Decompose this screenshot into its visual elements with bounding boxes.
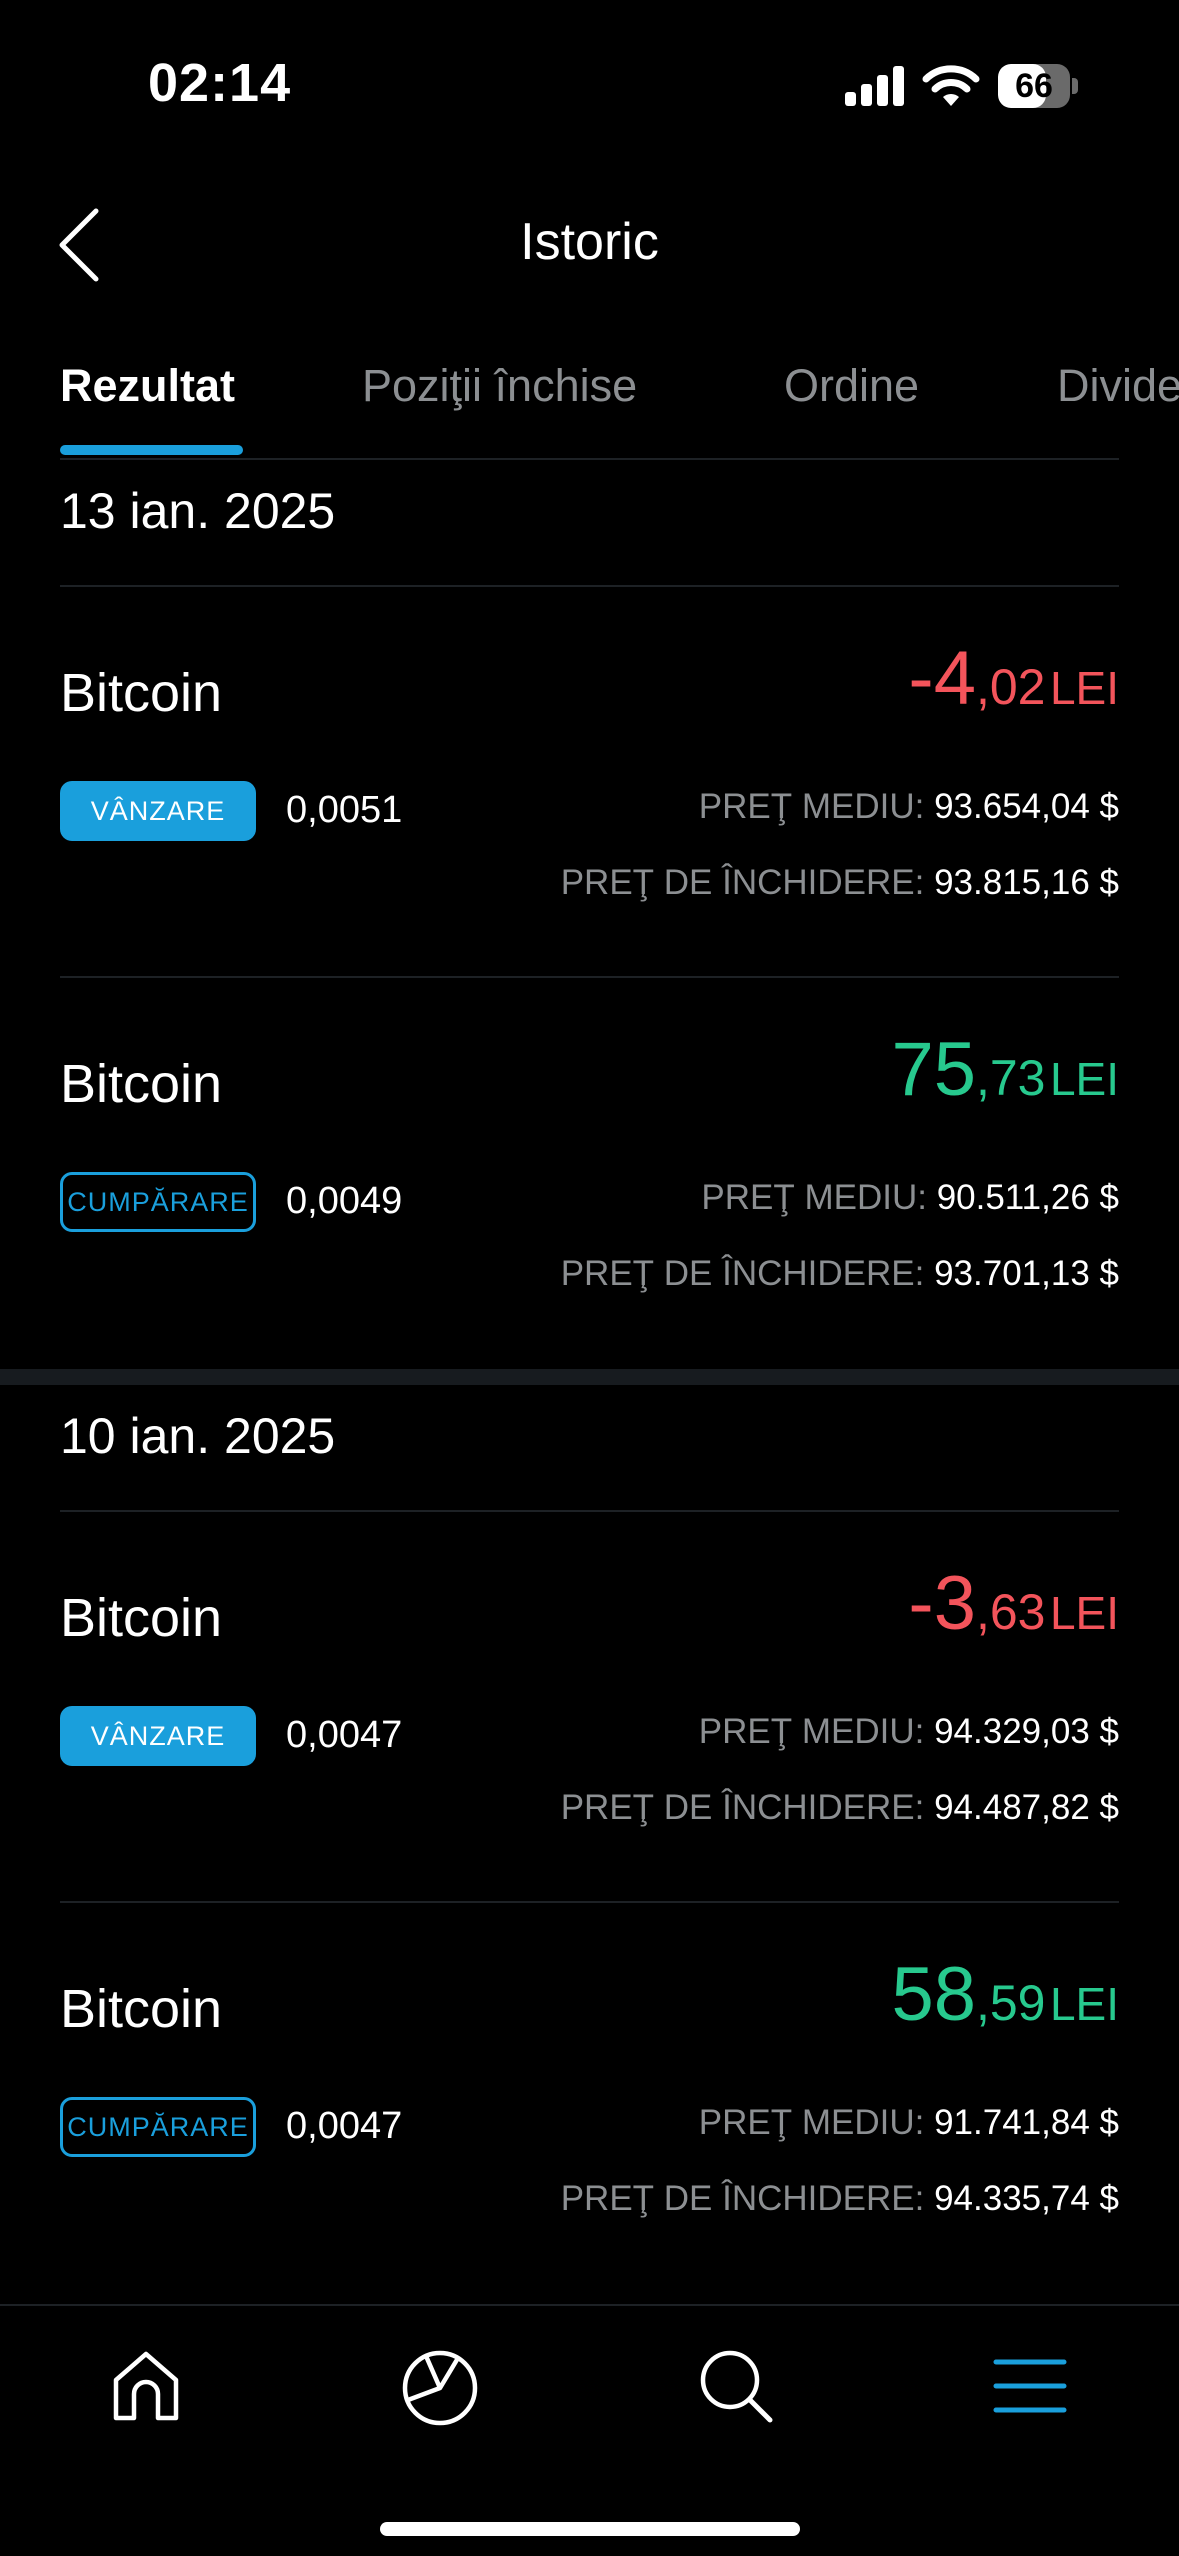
wifi-icon [922, 65, 980, 106]
avg-price-row: PREŢ MEDIU: 90.511,26 $ [701, 1178, 1119, 1218]
avg-price-value: 91.741,84 $ [934, 2103, 1119, 2142]
sell-badge: VÂNZARE [60, 781, 256, 841]
tab-ordine[interactable]: Ordine [784, 360, 920, 411]
home-indicator [380, 2522, 800, 2536]
close-price-label: PREŢ DE ÎNCHIDERE: [560, 863, 925, 902]
section-date: 10 ian. 2025 [60, 1408, 336, 1464]
header: Istoric [0, 170, 1179, 315]
transaction-row[interactable]: Bitcoin 75,73 LEI CUMPĂRARE 0,0049 PREŢ … [0, 978, 1179, 1369]
active-tab-indicator [60, 445, 243, 455]
amount-integer: -3 [908, 1561, 976, 1646]
avg-price-row: PREŢ MEDIU: 93.654,04 $ [699, 787, 1119, 827]
asset-name: Bitcoin [60, 1979, 223, 2039]
asset-name: Bitcoin [60, 1588, 223, 1648]
close-price-value: 93.815,16 $ [934, 863, 1119, 902]
close-price-value: 94.335,74 $ [934, 2179, 1119, 2218]
page-title: Istoric [520, 213, 659, 271]
close-price-row: PREŢ DE ÎNCHIDERE: 94.487,82 $ [561, 1788, 1119, 1828]
section-separator [0, 1369, 1179, 1385]
transaction-row[interactable]: Bitcoin -3,63 LEI VÂNZARE 0,0047 PREŢ ME… [0, 1512, 1179, 1903]
amount-integer: -4 [908, 636, 976, 721]
transaction-row[interactable]: Bitcoin 58,59 LEI CUMPĂRARE 0,0047 PREŢ … [0, 1903, 1179, 2294]
avg-price-value: 94.329,03 $ [934, 1712, 1119, 1751]
bottom-nav [0, 2304, 1179, 2556]
quantity: 0,0049 [286, 1180, 403, 1222]
close-price-label: PREŢ DE ÎNCHIDERE: [560, 2179, 925, 2218]
avg-price-value: 90.511,26 $ [936, 1178, 1119, 1217]
menu-icon[interactable] [990, 2346, 1070, 2426]
portfolio-pie-icon[interactable] [400, 2346, 480, 2426]
tab-rezultat[interactable]: Rezultat [60, 360, 236, 411]
asset-name: Bitcoin [60, 663, 223, 723]
avg-price-row: PREŢ MEDIU: 94.329,03 $ [699, 1712, 1119, 1752]
close-price-row: PREŢ DE ÎNCHIDERE: 94.335,74 $ [561, 2179, 1119, 2219]
home-icon[interactable] [106, 2346, 186, 2426]
profit-loss-amount: -4,02 LEI [908, 635, 1119, 722]
close-price-label: PREŢ DE ÎNCHIDERE: [560, 1254, 925, 1293]
close-price-label: PREŢ DE ÎNCHIDERE: [560, 1788, 925, 1827]
avg-price-label: PREŢ MEDIU: [701, 1178, 927, 1217]
avg-price-label: PREŢ MEDIU: [698, 787, 925, 826]
back-chevron-icon[interactable] [52, 205, 112, 285]
quantity: 0,0047 [286, 1714, 403, 1756]
buy-badge: CUMPĂRARE [60, 1172, 256, 1232]
amount-decimal: ,73 [975, 1050, 1046, 1106]
battery-icon: 66 [998, 64, 1078, 108]
buy-badge: CUMPĂRARE [60, 2097, 256, 2157]
amount-decimal: ,63 [975, 1584, 1046, 1640]
profit-loss-amount: -3,63 LEI [908, 1560, 1119, 1647]
amount-decimal: ,59 [975, 1975, 1046, 2031]
search-icon[interactable] [696, 2346, 776, 2426]
amount-currency: LEI [1049, 1053, 1119, 1105]
profit-loss-amount: 58,59 LEI [891, 1951, 1119, 2038]
close-price-value: 94.487,82 $ [934, 1788, 1119, 1827]
avg-price-row: PREŢ MEDIU: 91.741,84 $ [699, 2103, 1119, 2143]
divider [60, 458, 1119, 460]
profit-loss-amount: 75,73 LEI [891, 1026, 1119, 1113]
tab-bar: Rezultat Poziţii închise Ordine Divide [0, 330, 1179, 460]
quantity: 0,0047 [286, 2105, 403, 2147]
avg-price-label: PREŢ MEDIU: [698, 2103, 925, 2142]
battery-level: 66 [1015, 67, 1053, 105]
tab-pozitii-inchise[interactable]: Poziţii închise [362, 360, 638, 411]
history-list[interactable]: 13 ian. 2025 Bitcoin -4,02 LEI VÂNZARE 0… [0, 460, 1179, 2305]
amount-currency: LEI [1049, 1978, 1119, 2030]
transaction-row[interactable]: Bitcoin -4,02 LEI VÂNZARE 0,0051 PREŢ ME… [0, 587, 1179, 978]
avg-price-label: PREŢ MEDIU: [698, 1712, 925, 1751]
close-price-row: PREŢ DE ÎNCHIDERE: 93.815,16 $ [561, 863, 1119, 903]
close-price-value: 93.701,13 $ [934, 1254, 1119, 1293]
status-time: 02:14 [148, 53, 292, 113]
amount-decimal: ,02 [975, 659, 1046, 715]
amount-integer: 58 [891, 1952, 976, 2037]
avg-price-value: 93.654,04 $ [934, 787, 1119, 826]
status-bar: 02:14 66 [0, 0, 1179, 170]
asset-name: Bitcoin [60, 1054, 223, 1114]
section-date: 13 ian. 2025 [60, 483, 336, 539]
quantity: 0,0051 [286, 789, 403, 831]
amount-currency: LEI [1049, 662, 1119, 714]
section-date-header: 10 ian. 2025 [0, 1385, 1179, 1512]
amount-integer: 75 [891, 1027, 976, 1112]
close-price-row: PREŢ DE ÎNCHIDERE: 93.701,13 $ [561, 1254, 1119, 1294]
section-date-header: 13 ian. 2025 [0, 460, 1179, 587]
tab-dividende[interactable]: Divide [1057, 360, 1179, 411]
amount-currency: LEI [1049, 1587, 1119, 1639]
sell-badge: VÂNZARE [60, 1706, 256, 1766]
cellular-signal-icon [845, 66, 905, 106]
